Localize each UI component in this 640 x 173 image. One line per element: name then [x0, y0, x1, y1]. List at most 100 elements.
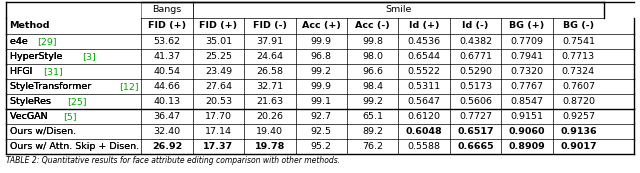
Text: 0.5588: 0.5588	[408, 142, 440, 151]
Text: FID (+): FID (+)	[148, 21, 186, 30]
Text: BG (-): BG (-)	[563, 21, 594, 30]
Text: Id (+): Id (+)	[409, 21, 440, 30]
Text: TABLE 2: Quantitative results for face attribute editing comparison with other m: TABLE 2: Quantitative results for face a…	[6, 156, 340, 165]
Text: 0.5647: 0.5647	[408, 97, 440, 106]
Text: 35.01: 35.01	[205, 37, 232, 46]
Text: 0.7727: 0.7727	[459, 112, 492, 121]
Text: Id (-): Id (-)	[462, 21, 489, 30]
Text: VecGAN: VecGAN	[10, 112, 50, 121]
Text: 17.14: 17.14	[205, 127, 232, 136]
Text: 0.7324: 0.7324	[562, 67, 595, 76]
Text: 0.5173: 0.5173	[459, 82, 492, 91]
Text: 0.7541: 0.7541	[562, 37, 595, 46]
Text: StyleRes: StyleRes	[10, 97, 54, 106]
Text: 92.5: 92.5	[311, 127, 332, 136]
Text: 23.49: 23.49	[205, 67, 232, 76]
Text: HFGI: HFGI	[10, 67, 36, 76]
Text: StyleTransformer: StyleTransformer	[10, 82, 94, 91]
Text: [5]: [5]	[63, 112, 76, 121]
Text: Ours w/Disen.: Ours w/Disen.	[10, 127, 76, 136]
Text: 17.70: 17.70	[205, 112, 232, 121]
Text: 0.6665: 0.6665	[457, 142, 494, 151]
Text: 0.7767: 0.7767	[511, 82, 543, 91]
Text: 0.7320: 0.7320	[511, 67, 543, 76]
Text: 0.6771: 0.6771	[459, 52, 492, 61]
Text: HyperStyle [3]: HyperStyle [3]	[10, 52, 79, 61]
Text: 40.13: 40.13	[154, 97, 180, 106]
Text: 65.1: 65.1	[362, 112, 383, 121]
Text: 0.8909: 0.8909	[509, 142, 545, 151]
Text: StyleRes: StyleRes	[10, 97, 54, 106]
Text: 32.71: 32.71	[256, 82, 284, 91]
Text: 0.9017: 0.9017	[560, 142, 596, 151]
Text: [29]: [29]	[37, 37, 56, 46]
Text: e4e: e4e	[10, 37, 30, 46]
Text: Smile: Smile	[385, 5, 412, 14]
Text: 96.8: 96.8	[311, 52, 332, 61]
Text: HyperStyle: HyperStyle	[10, 52, 66, 61]
Text: 0.5290: 0.5290	[459, 67, 492, 76]
Text: FID (-): FID (-)	[253, 21, 287, 30]
Text: 99.2: 99.2	[311, 67, 332, 76]
Text: 99.8: 99.8	[362, 37, 383, 46]
Text: 53.62: 53.62	[154, 37, 180, 46]
Text: 19.40: 19.40	[257, 127, 284, 136]
Text: VecGAN: VecGAN	[10, 112, 50, 121]
Text: 0.4382: 0.4382	[459, 37, 492, 46]
Text: 99.1: 99.1	[311, 97, 332, 106]
Text: 98.4: 98.4	[362, 82, 383, 91]
Text: Acc (+): Acc (+)	[302, 21, 340, 30]
Text: FID (+): FID (+)	[199, 21, 237, 30]
Text: 0.6517: 0.6517	[457, 127, 494, 136]
Text: 37.91: 37.91	[256, 37, 284, 46]
Text: 27.64: 27.64	[205, 82, 232, 91]
Text: 25.25: 25.25	[205, 52, 232, 61]
Text: 98.0: 98.0	[362, 52, 383, 61]
Text: 95.2: 95.2	[311, 142, 332, 151]
Text: 20.53: 20.53	[205, 97, 232, 106]
Text: StyleTransformer: StyleTransformer	[10, 82, 94, 91]
Text: 40.54: 40.54	[154, 67, 180, 76]
Text: 0.6544: 0.6544	[408, 52, 440, 61]
Text: HyperStyle: HyperStyle	[10, 52, 65, 61]
Text: 32.40: 32.40	[154, 127, 180, 136]
Text: 0.8720: 0.8720	[562, 97, 595, 106]
Text: Ours w/ Attn. Skip + Disen.: Ours w/ Attn. Skip + Disen.	[10, 142, 139, 151]
Text: [31]: [31]	[43, 67, 63, 76]
Text: Method: Method	[10, 21, 50, 30]
Text: 41.37: 41.37	[154, 52, 180, 61]
Text: HyperStyle: HyperStyle	[10, 52, 65, 61]
Text: 24.64: 24.64	[257, 52, 284, 61]
Text: 99.9: 99.9	[311, 37, 332, 46]
Text: StyleRes [25]: StyleRes [25]	[10, 97, 73, 106]
Text: 0.5606: 0.5606	[459, 97, 492, 106]
Text: 21.63: 21.63	[256, 97, 284, 106]
Text: Ours w/Disen.: Ours w/Disen.	[10, 127, 76, 136]
Text: StyleTransformer [12]: StyleTransformer [12]	[10, 82, 113, 91]
Text: 44.66: 44.66	[154, 82, 180, 91]
Text: Bangs: Bangs	[152, 5, 182, 14]
Text: e4e: e4e	[10, 37, 31, 46]
Text: 17.37: 17.37	[204, 142, 234, 151]
Text: 0.5522: 0.5522	[408, 67, 440, 76]
Text: 0.9257: 0.9257	[562, 112, 595, 121]
Text: 36.47: 36.47	[154, 112, 180, 121]
Text: 0.7607: 0.7607	[562, 82, 595, 91]
Text: Ours w/ Attn. Skip + Disen.: Ours w/ Attn. Skip + Disen.	[10, 142, 140, 151]
Text: 0.4536: 0.4536	[408, 37, 441, 46]
Text: [25]: [25]	[67, 97, 86, 106]
Text: 76.2: 76.2	[362, 142, 383, 151]
Text: e4e: e4e	[10, 37, 30, 46]
Text: 0.7941: 0.7941	[511, 52, 543, 61]
Text: BG (+): BG (+)	[509, 21, 545, 30]
Text: 0.9151: 0.9151	[511, 112, 543, 121]
Text: VecGAN [5]: VecGAN [5]	[10, 112, 64, 121]
Text: 0.9060: 0.9060	[509, 127, 545, 136]
Text: 0.6048: 0.6048	[406, 127, 442, 136]
Text: StyleTransformer: StyleTransformer	[10, 82, 95, 91]
Text: 89.2: 89.2	[362, 127, 383, 136]
Text: StyleRes: StyleRes	[10, 97, 54, 106]
Text: 96.6: 96.6	[362, 67, 383, 76]
Text: [12]: [12]	[119, 82, 139, 91]
Text: HFGI: HFGI	[10, 67, 35, 76]
